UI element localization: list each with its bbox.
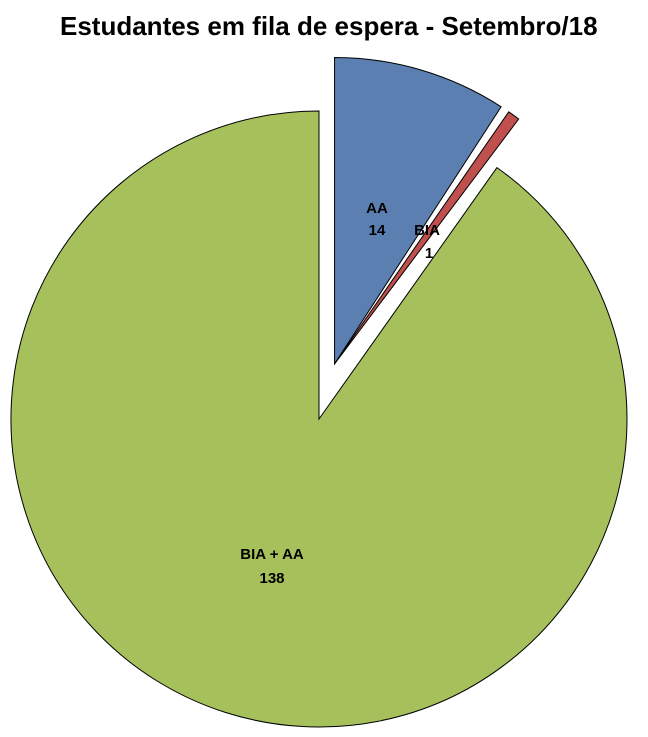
svg-text:AA: AA xyxy=(366,200,388,217)
svg-text:BIA + AA: BIA + AA xyxy=(240,546,304,563)
svg-text:1: 1 xyxy=(425,245,433,262)
svg-text:138: 138 xyxy=(259,570,284,587)
svg-text:BIA: BIA xyxy=(414,222,440,239)
svg-text:14: 14 xyxy=(369,222,386,239)
